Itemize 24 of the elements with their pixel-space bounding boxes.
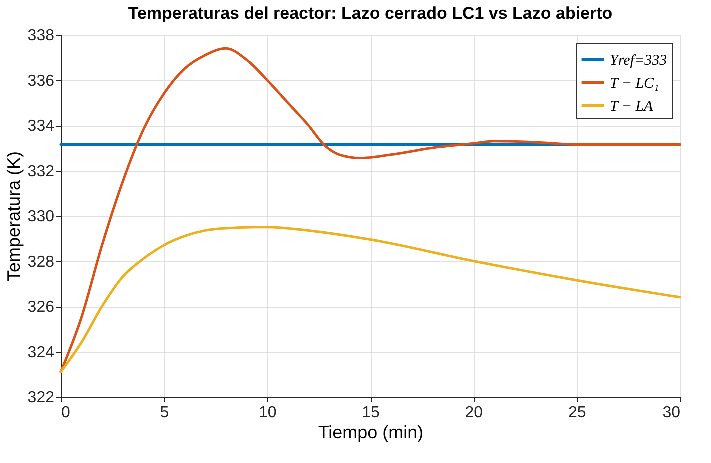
y-tick-label: 322 bbox=[28, 390, 55, 406]
line-series bbox=[60, 47, 682, 374]
y-tick-label: 336 bbox=[28, 72, 55, 90]
y-tick-label: 332 bbox=[28, 163, 55, 180]
legend-label: T − LA bbox=[610, 99, 654, 115]
y-tick-label: 338 bbox=[28, 28, 55, 44]
legend-label: Yref=333 bbox=[610, 53, 668, 69]
x-tick-label: 5 bbox=[160, 404, 170, 422]
y-tick-label: 334 bbox=[28, 118, 55, 135]
x-axis-title: Tiempo (min) bbox=[318, 422, 424, 442]
x-tick-label: 30 bbox=[662, 404, 681, 422]
y-tick-label: 326 bbox=[28, 299, 55, 316]
x-tick-label: 0 bbox=[62, 404, 70, 422]
x-tick-label: 20 bbox=[465, 404, 484, 422]
y-tick-label: 328 bbox=[28, 254, 55, 271]
x-tick-label: 15 bbox=[362, 404, 380, 422]
x-tick-label: 25 bbox=[568, 404, 586, 422]
y-tick-label: 324 bbox=[28, 344, 55, 362]
chart-title: Temperaturas del reactor: Lazo cerrado LC1 vs Lazo abierto bbox=[128, 4, 613, 23]
y-tick-label: 330 bbox=[28, 208, 55, 226]
legend-label: T − LC₁ bbox=[610, 76, 660, 92]
x-tick-label: 10 bbox=[258, 404, 277, 422]
y-axis-title: Temperatura (K) bbox=[4, 151, 24, 282]
line-series bbox=[60, 226, 682, 374]
